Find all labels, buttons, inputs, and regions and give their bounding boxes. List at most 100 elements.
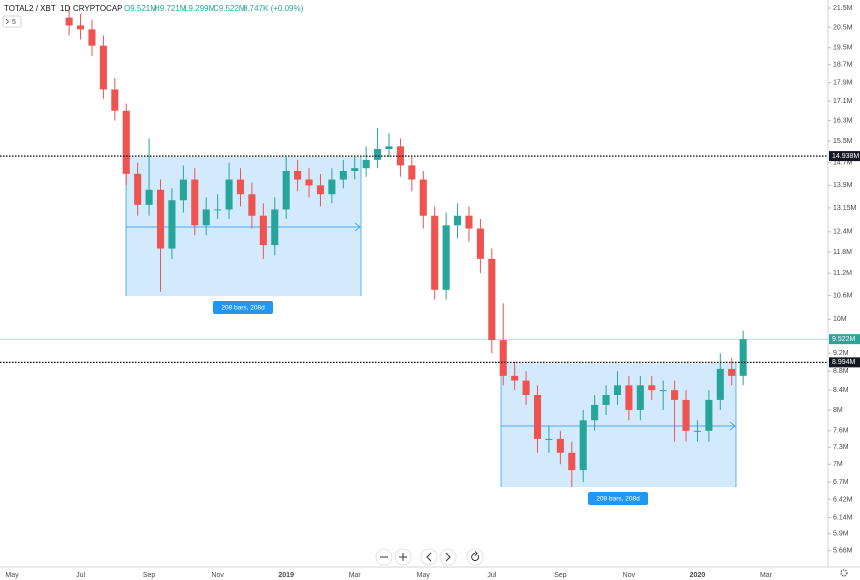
y-tick-label: 12.4M <box>833 229 853 236</box>
candle-body <box>705 399 713 431</box>
y-tick-label: 7M <box>833 461 843 468</box>
candle-body <box>591 404 599 421</box>
interval: 1D <box>60 4 70 13</box>
candle-body <box>613 385 622 395</box>
candle-body <box>316 185 324 195</box>
toggle-chevron <box>5 18 10 25</box>
candle-body <box>236 179 245 195</box>
exchange: CRYPTOCAP <box>73 4 123 13</box>
candle-body <box>351 168 359 172</box>
indicator-toggle[interactable] <box>2 15 22 28</box>
candle-body <box>682 399 690 431</box>
candle-body <box>419 179 427 216</box>
change-value: 8.747K (+0.09%) <box>243 4 304 13</box>
y-tick-label: 18.7M <box>833 62 853 69</box>
x-tick-label: Jul <box>76 572 85 579</box>
x-tick-label: Nov <box>623 572 636 579</box>
x-tick-label: May <box>417 572 431 579</box>
candle-body <box>362 159 370 169</box>
candle-body <box>511 375 519 381</box>
price-axis: 21.5M 20.5M 19.5M 18.7M 17.9M 17.1M 16.3M 15.5M… <box>5 5 860 579</box>
y-tick-label: 8M <box>833 407 843 414</box>
x-tick-label: 2019 <box>278 572 294 579</box>
scroll-left-button[interactable] <box>420 548 438 566</box>
candle-body <box>625 385 633 410</box>
symbol: TOTAL2 / XBT <box>4 4 56 13</box>
reset-icon <box>471 551 480 561</box>
candle-body <box>533 394 542 439</box>
y-tick-label: 5.9M <box>833 531 849 538</box>
x-tick-label: Jul <box>487 572 496 579</box>
y-tick-label: 10M <box>833 316 847 323</box>
close-value: C9.522M <box>213 4 246 13</box>
toolbar <box>375 548 848 577</box>
candle-body <box>225 179 233 210</box>
open-value: O9.521M <box>124 4 157 13</box>
y-tick-label: 9.2M <box>833 350 849 357</box>
y-tick-label: 10.6M <box>833 292 853 299</box>
y-tick-label: 6.14M <box>833 514 853 521</box>
range-label-box <box>213 301 273 314</box>
y-tick-label: 21.5M <box>833 5 853 12</box>
candle-body <box>305 179 313 186</box>
candle-body <box>88 29 96 46</box>
last-price-box <box>829 334 860 345</box>
y-tick-label: 5.66M <box>833 547 853 554</box>
range-label: 208 bars, 208d <box>596 496 640 503</box>
hline-label: 14.938M <box>832 153 859 160</box>
range-arrowhead <box>354 222 361 232</box>
y-tick-label: 14.7M <box>833 159 853 166</box>
candle-body <box>499 340 507 376</box>
candle-body <box>214 209 222 211</box>
candle-body <box>122 110 130 174</box>
y-tick-label: 17.1M <box>833 98 853 105</box>
candle-body <box>99 45 107 90</box>
candle-body <box>636 385 644 410</box>
range-label: 208 bars, 208d <box>221 305 265 312</box>
x-tick-label: Sep <box>554 572 567 579</box>
candle-body <box>294 171 302 180</box>
candle-body <box>111 89 119 111</box>
candle-body <box>179 179 187 201</box>
candle-body <box>65 17 73 26</box>
candle-body <box>454 215 462 226</box>
hline-label: 8.994M <box>832 359 856 366</box>
y-tick-label: 11.2M <box>833 270 852 277</box>
low-value: L9.299M <box>184 4 215 13</box>
range-arrowhead <box>729 421 736 431</box>
y-tick-label: 11.8M <box>833 249 852 256</box>
candle-body <box>648 385 656 391</box>
candle-body <box>739 339 747 376</box>
candle-body <box>145 189 153 205</box>
x-tick-label: Mar <box>349 572 362 579</box>
settings-button[interactable] <box>840 569 848 577</box>
candle-body <box>168 200 176 249</box>
plot <box>0 6 828 487</box>
candle-body <box>579 420 587 471</box>
candle-body <box>385 146 393 150</box>
y-tick-label: 8.4M <box>833 387 849 394</box>
header: TOTAL2 / XBT 1D CRYPTOCAP O9.521M H9.721… <box>2 4 304 28</box>
y-tick-label: 19.5M <box>833 45 853 52</box>
y-tick-label: 6.7M <box>833 479 849 486</box>
last-price-label: 9.522M <box>832 336 856 343</box>
candle-body <box>408 165 416 180</box>
candle-body <box>339 171 347 180</box>
scroll-right-button[interactable] <box>439 548 457 566</box>
high-value: H9.721M <box>154 4 187 13</box>
candle-body <box>659 390 667 392</box>
zoom-in-icon <box>399 553 407 561</box>
scroll-right-icon <box>445 552 451 562</box>
y-tick-label: 6.42M <box>833 496 853 503</box>
y-tick-label: 16.3M <box>833 117 853 124</box>
candle-body <box>191 179 199 226</box>
scroll-left-icon <box>426 552 432 562</box>
range-label-box <box>588 492 648 505</box>
hline-label-box <box>829 151 860 162</box>
candle-body <box>556 438 564 453</box>
x-tick-label: May <box>5 572 19 579</box>
hline-label-box <box>829 357 860 368</box>
candle-body <box>545 438 553 440</box>
reset-button[interactable] <box>466 548 484 566</box>
